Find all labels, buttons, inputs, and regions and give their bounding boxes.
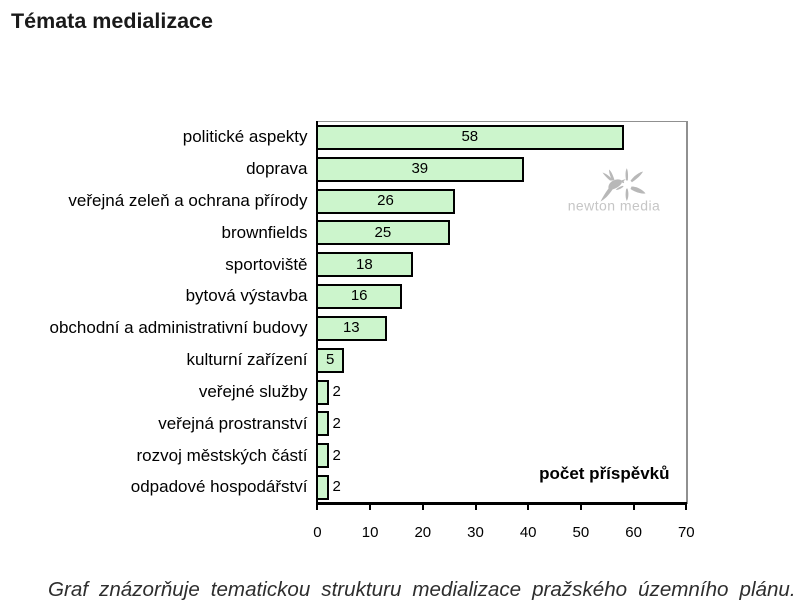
- svg-text:newton media: newton media: [568, 198, 661, 214]
